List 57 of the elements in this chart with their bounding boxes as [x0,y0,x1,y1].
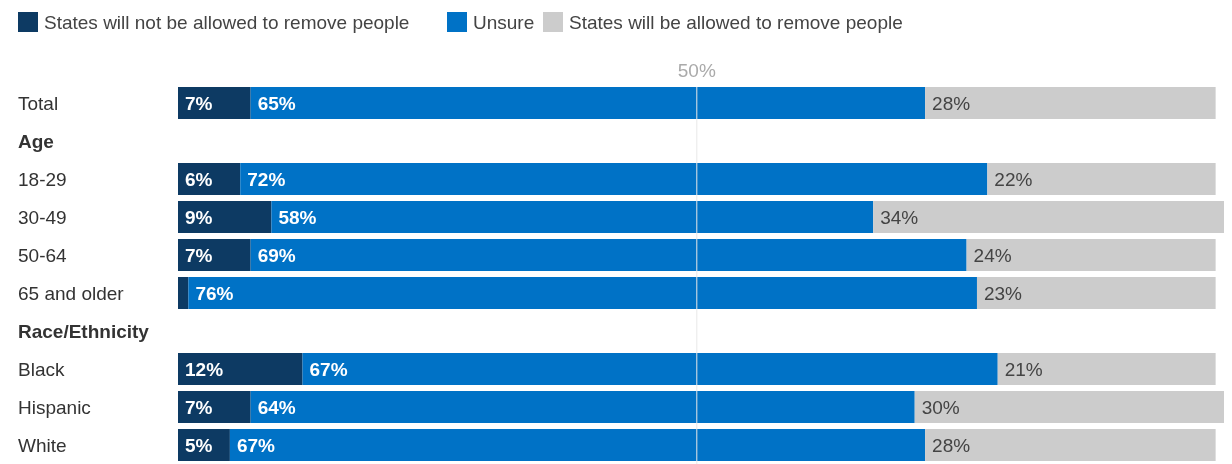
y-tick-label: Hispanic [18,397,91,418]
bar [925,87,1216,119]
bar [976,277,1216,309]
bar [178,277,189,309]
data-label: 21% [1004,359,1043,380]
data-label: 6% [185,169,213,190]
y-tick-label: Black [18,359,65,380]
bar [229,429,926,461]
data-label: 69% [257,245,296,266]
data-label: 9% [185,207,213,228]
bar [966,239,1216,271]
y-tick-label: 65 and older [18,283,125,304]
bar [302,353,998,385]
data-label: 76% [195,283,234,304]
data-label: 67% [236,435,276,456]
legend-label: States will not be allowed to remove people [44,12,410,33]
data-label: 22% [994,169,1033,190]
bar [987,163,1216,195]
bar [178,87,251,119]
bar [250,87,926,119]
data-label: 7% [185,245,213,266]
bar [997,353,1216,385]
bar [240,163,988,195]
data-label: 64% [257,397,296,418]
data-label: 65% [257,93,296,114]
bar [925,429,1216,461]
y-tick-label: 18-29 [18,169,67,190]
y-tick-label: 50-64 [18,245,68,266]
data-label: 67% [309,359,348,380]
bar [250,239,967,271]
bar [250,391,915,423]
bar [178,353,303,385]
data-label: 5% [185,435,213,456]
legend-label: Unsure [473,12,535,33]
y-tick-label: Age [18,131,54,152]
y-tick-label: Total [18,93,59,114]
data-label: 7% [185,93,213,114]
data-label: 28% [932,93,971,114]
data-label: 12% [185,359,224,380]
ref-line-label: 50% [677,60,716,81]
data-label: 34% [880,207,919,228]
y-tick-label: 30-49 [18,207,67,228]
bar [178,239,251,271]
data-label: 7% [185,397,213,418]
bar [271,201,874,233]
y-tick-label: White [18,435,67,456]
data-label: 23% [983,283,1023,304]
data-label: 58% [278,207,317,228]
bar [188,277,977,309]
y-tick-label: Race/Ethnicity [18,321,150,342]
legend-label: States will be allowed to remove people [569,12,903,33]
bar [178,391,251,423]
data-label: 28% [932,435,971,456]
data-label: 72% [247,169,286,190]
bar [178,201,272,233]
data-label: 30% [921,397,960,418]
data-label: 24% [973,245,1012,266]
